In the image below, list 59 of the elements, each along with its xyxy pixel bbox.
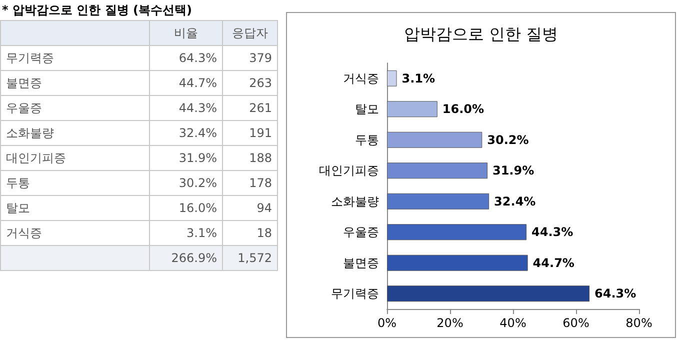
y-tick-label: 소화불량	[331, 194, 379, 208]
y-tick-label: 우울증	[343, 225, 379, 240]
data-label: 31.9%	[150, 146, 222, 170]
x-tick-label: 80%	[626, 316, 652, 330]
data-label: 18	[222, 220, 278, 246]
data-label: 261	[222, 96, 278, 120]
x-tick-label: 60%	[562, 316, 590, 330]
bar	[387, 224, 527, 240]
data-label: 32.4%	[150, 120, 222, 146]
data-label: 30.2%	[150, 170, 222, 196]
data-label: 30.2%	[487, 132, 529, 147]
data-label: 263	[222, 70, 278, 96]
legend-label: 비율	[150, 20, 222, 46]
bar	[387, 101, 438, 118]
data-label: 64.3%	[594, 286, 636, 301]
bar	[387, 70, 397, 86]
text: 응답자	[222, 20, 278, 46]
data-label: 3.1%	[150, 220, 222, 246]
bar	[387, 132, 482, 148]
data-label: 94	[222, 196, 278, 220]
data-label: 16.0%	[442, 102, 484, 116]
text: 1,572	[238, 251, 272, 265]
category-label: 불면증	[0, 70, 150, 96]
x-tick-label: 0%	[377, 316, 397, 330]
data-label: 32.4%	[494, 194, 536, 208]
bar	[387, 286, 590, 302]
category-label: 무기력증	[0, 46, 150, 70]
x-tick-label: 20%	[436, 316, 464, 330]
data-label: 44.3%	[532, 225, 574, 240]
data-label: 44.7%	[150, 70, 222, 96]
category-label: 탈모	[0, 196, 150, 220]
data-label: 188	[222, 146, 278, 170]
x-tick-label: 40%	[500, 316, 526, 330]
y-tick-label: 거식증	[343, 71, 379, 86]
category-label: 대인기피증	[0, 146, 150, 170]
text: * 압박감으로 인한 질병 (복수선택)	[1, 2, 193, 19]
category-label: 두통	[0, 170, 150, 196]
data-label: 44.7%	[532, 256, 574, 270]
y-tick-label: 탈모	[355, 102, 379, 116]
y-tick-label: 불면증	[343, 256, 379, 270]
category-label: 소화불량	[0, 120, 150, 146]
data-label: 379	[222, 46, 278, 70]
text: 266.9%	[171, 251, 217, 265]
y-tick-label: 두통	[355, 132, 379, 147]
bar	[387, 162, 488, 179]
data-label: 178	[222, 170, 278, 196]
category-label: 거식증	[0, 220, 150, 246]
chart-title: 압박감으로 인한 질병	[404, 24, 558, 44]
data-label: 191	[222, 120, 278, 146]
bar	[387, 254, 528, 271]
category-label: 우울증	[0, 96, 150, 120]
data-label: 3.1%	[402, 71, 436, 86]
data-label: 31.9%	[492, 164, 534, 178]
data-label: 44.3%	[150, 96, 222, 120]
data-label: 16.0%	[150, 196, 222, 220]
data-label: 64.3%	[150, 46, 222, 70]
y-tick-label: 무기력증	[331, 286, 379, 301]
bar	[387, 193, 490, 210]
y-tick-label: 대인기피증	[319, 164, 379, 178]
